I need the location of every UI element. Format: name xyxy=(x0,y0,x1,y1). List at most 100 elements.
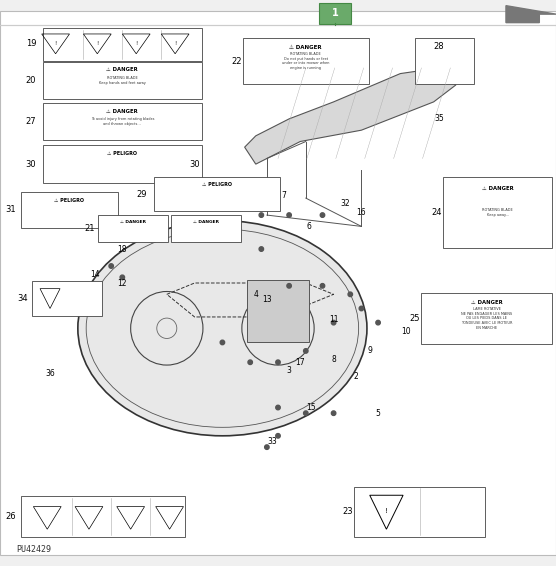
Text: !: ! xyxy=(174,41,176,45)
Text: 36: 36 xyxy=(45,369,55,378)
Circle shape xyxy=(331,411,336,415)
Text: LAME ROTATIVE
NE PAS ENGAGER LES MAINS
OU LES PIEDS DANS LE
TONDEUSE AVEC LE MOT: LAME ROTATIVE NE PAS ENGAGER LES MAINS O… xyxy=(461,307,512,329)
Text: 6: 6 xyxy=(306,222,311,231)
Polygon shape xyxy=(245,68,456,164)
Circle shape xyxy=(276,360,280,365)
Circle shape xyxy=(259,247,264,251)
Text: ⚠ DANGER: ⚠ DANGER xyxy=(106,109,138,114)
Text: !: ! xyxy=(135,41,137,45)
Text: 31: 31 xyxy=(5,205,16,214)
Text: 11: 11 xyxy=(329,315,339,324)
Circle shape xyxy=(120,275,125,280)
Text: 32: 32 xyxy=(340,199,350,208)
Text: ⚠ DANGER: ⚠ DANGER xyxy=(106,67,138,72)
FancyBboxPatch shape xyxy=(21,496,185,537)
FancyBboxPatch shape xyxy=(247,280,309,342)
Text: ⚠ DANGER: ⚠ DANGER xyxy=(481,186,514,191)
Text: 18: 18 xyxy=(117,245,127,254)
FancyBboxPatch shape xyxy=(43,62,202,99)
Circle shape xyxy=(320,213,325,217)
Circle shape xyxy=(220,340,225,345)
Text: ⚠ PELIGRO: ⚠ PELIGRO xyxy=(202,182,232,187)
Text: 17: 17 xyxy=(295,358,305,367)
Text: 13: 13 xyxy=(262,295,272,305)
Text: 20: 20 xyxy=(26,76,36,85)
Text: 2: 2 xyxy=(354,372,358,381)
Text: 16: 16 xyxy=(356,208,366,217)
Text: 8: 8 xyxy=(331,355,336,364)
Text: ROTATING BLADE
Do not put hands or feet
under or into mower when
engine is runni: ROTATING BLADE Do not put hands or feet … xyxy=(282,52,330,70)
Circle shape xyxy=(304,349,308,353)
Text: 25: 25 xyxy=(409,314,420,323)
Text: To avoid injury from rotating blades
and thrown objects...: To avoid injury from rotating blades and… xyxy=(91,117,154,126)
FancyBboxPatch shape xyxy=(154,177,280,211)
Text: 30: 30 xyxy=(26,160,36,169)
Circle shape xyxy=(276,405,280,410)
FancyBboxPatch shape xyxy=(421,293,552,344)
Text: !: ! xyxy=(96,41,98,45)
Circle shape xyxy=(359,306,364,311)
Text: 34: 34 xyxy=(17,294,28,303)
Text: ⚠ DANGER: ⚠ DANGER xyxy=(121,220,146,224)
Text: 4: 4 xyxy=(254,290,258,299)
Polygon shape xyxy=(506,6,556,23)
FancyBboxPatch shape xyxy=(243,38,369,84)
Text: ⚠ PELIGRO: ⚠ PELIGRO xyxy=(107,151,137,156)
Text: 15: 15 xyxy=(306,403,316,412)
Circle shape xyxy=(287,213,291,217)
FancyBboxPatch shape xyxy=(43,145,202,183)
Text: ROTATING BLADE
Keep hands and feet away: ROTATING BLADE Keep hands and feet away xyxy=(99,76,146,85)
Circle shape xyxy=(265,445,269,449)
Text: 35: 35 xyxy=(434,114,444,123)
FancyBboxPatch shape xyxy=(0,11,556,555)
Text: ⚠ DANGER: ⚠ DANGER xyxy=(290,45,322,50)
Circle shape xyxy=(287,284,291,288)
FancyBboxPatch shape xyxy=(443,177,552,248)
Text: 24: 24 xyxy=(431,208,442,217)
Text: !: ! xyxy=(385,508,388,513)
Text: 12: 12 xyxy=(117,278,127,288)
Text: 28: 28 xyxy=(434,42,444,51)
Text: ROTATING BLADE
Keep away...: ROTATING BLADE Keep away... xyxy=(482,208,513,217)
Text: 3: 3 xyxy=(287,366,291,375)
Text: 22: 22 xyxy=(231,57,242,66)
Text: 19: 19 xyxy=(26,38,36,48)
Circle shape xyxy=(348,292,353,297)
Circle shape xyxy=(376,320,380,325)
Circle shape xyxy=(320,284,325,288)
Circle shape xyxy=(109,264,113,268)
FancyBboxPatch shape xyxy=(171,215,241,242)
Text: 30: 30 xyxy=(189,160,200,169)
FancyBboxPatch shape xyxy=(32,281,102,316)
Circle shape xyxy=(248,360,252,365)
FancyBboxPatch shape xyxy=(21,192,118,228)
Circle shape xyxy=(331,320,336,325)
Ellipse shape xyxy=(78,221,367,436)
Text: 5: 5 xyxy=(376,409,380,418)
Text: 29: 29 xyxy=(137,190,147,199)
Text: PU42429: PU42429 xyxy=(17,544,52,554)
FancyBboxPatch shape xyxy=(415,38,474,84)
Text: 9: 9 xyxy=(368,346,372,355)
Circle shape xyxy=(304,411,308,415)
FancyBboxPatch shape xyxy=(98,215,168,242)
Text: 23: 23 xyxy=(342,507,353,516)
Circle shape xyxy=(276,434,280,438)
FancyBboxPatch shape xyxy=(354,487,485,537)
FancyBboxPatch shape xyxy=(319,3,351,24)
Text: 1: 1 xyxy=(331,8,339,18)
Text: 33: 33 xyxy=(267,437,277,446)
Text: 26: 26 xyxy=(5,512,16,521)
Text: 10: 10 xyxy=(401,327,411,336)
Text: 7: 7 xyxy=(281,191,286,200)
FancyBboxPatch shape xyxy=(43,28,202,61)
Text: 21: 21 xyxy=(84,224,95,233)
Text: 27: 27 xyxy=(26,117,36,126)
Circle shape xyxy=(259,213,264,217)
Text: ⚠ DANGER: ⚠ DANGER xyxy=(470,300,503,305)
Text: ⚠ PELIGRO: ⚠ PELIGRO xyxy=(54,198,85,203)
Text: !: ! xyxy=(54,41,57,45)
FancyBboxPatch shape xyxy=(43,103,202,140)
Text: ⚠ DANGER: ⚠ DANGER xyxy=(193,220,219,224)
Text: 14: 14 xyxy=(90,270,100,279)
